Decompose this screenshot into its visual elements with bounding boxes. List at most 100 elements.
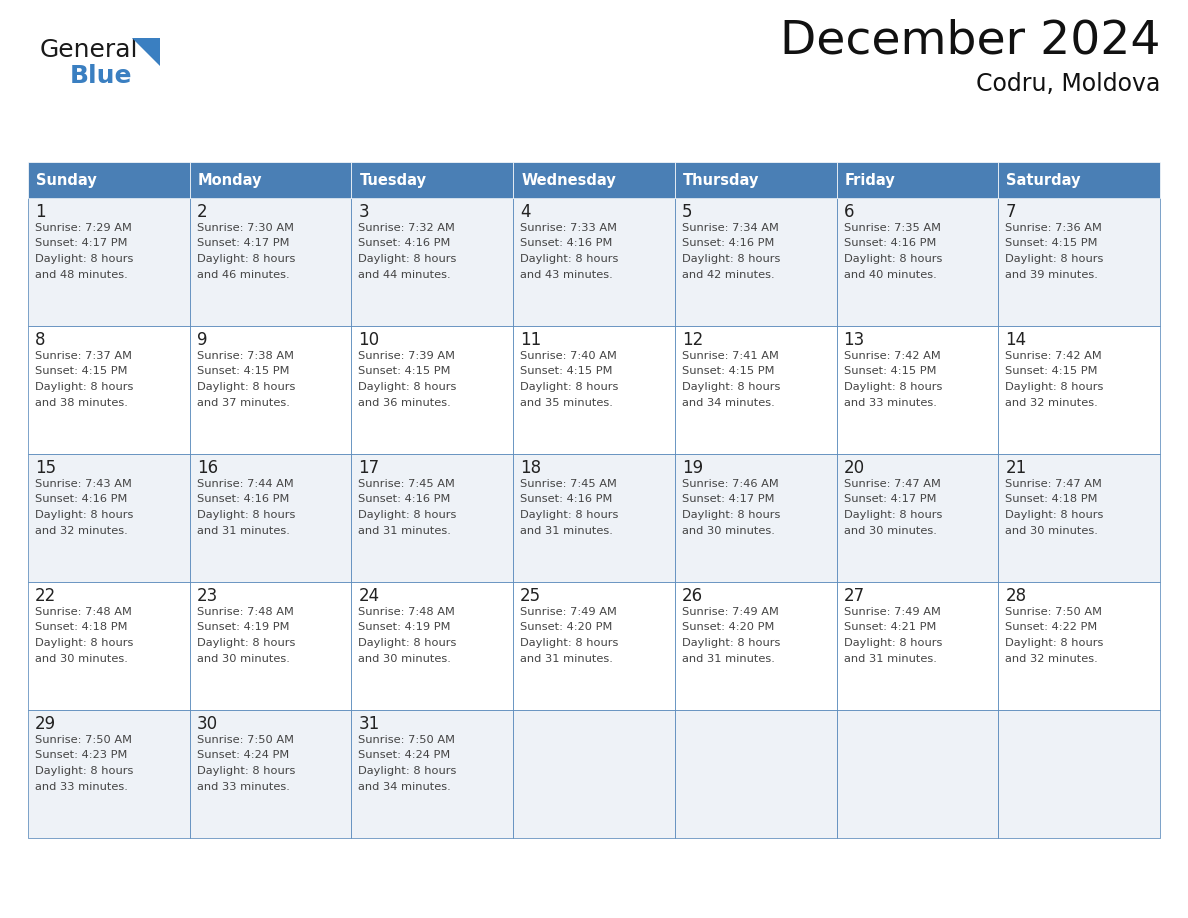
Text: Sunset: 4:22 PM: Sunset: 4:22 PM (1005, 622, 1098, 633)
Text: Sunrise: 7:30 AM: Sunrise: 7:30 AM (197, 223, 293, 233)
Text: and 34 minutes.: and 34 minutes. (682, 397, 775, 408)
Text: 24: 24 (359, 587, 379, 605)
Text: Sunset: 4:19 PM: Sunset: 4:19 PM (197, 622, 289, 633)
Text: and 31 minutes.: and 31 minutes. (843, 654, 936, 664)
Text: Sunrise: 7:50 AM: Sunrise: 7:50 AM (359, 735, 455, 745)
Text: Daylight: 8 hours: Daylight: 8 hours (682, 510, 781, 520)
Text: 14: 14 (1005, 331, 1026, 349)
Text: Daylight: 8 hours: Daylight: 8 hours (843, 254, 942, 264)
Text: 5: 5 (682, 203, 693, 221)
Text: Sunset: 4:15 PM: Sunset: 4:15 PM (682, 366, 775, 376)
Text: Sunrise: 7:48 AM: Sunrise: 7:48 AM (34, 607, 132, 617)
Text: and 36 minutes.: and 36 minutes. (359, 397, 451, 408)
Bar (29, 454, 190, 582)
Bar (998, 326, 1159, 454)
Text: and 30 minutes.: and 30 minutes. (682, 525, 775, 535)
Text: and 33 minutes.: and 33 minutes. (843, 397, 936, 408)
Bar (513, 326, 675, 454)
Text: Daylight: 8 hours: Daylight: 8 hours (359, 382, 457, 392)
Text: 22: 22 (34, 587, 56, 605)
Text: Daylight: 8 hours: Daylight: 8 hours (1005, 254, 1104, 264)
Text: and 32 minutes.: and 32 minutes. (1005, 654, 1098, 664)
Bar (190, 710, 352, 838)
Text: Sunrise: 7:49 AM: Sunrise: 7:49 AM (843, 607, 941, 617)
Text: Daylight: 8 hours: Daylight: 8 hours (843, 382, 942, 392)
Text: Sunset: 4:24 PM: Sunset: 4:24 PM (197, 751, 289, 760)
Bar (352, 454, 513, 582)
Text: Sunset: 4:16 PM: Sunset: 4:16 PM (359, 495, 450, 505)
Text: Sunrise: 7:50 AM: Sunrise: 7:50 AM (197, 735, 293, 745)
Text: Daylight: 8 hours: Daylight: 8 hours (520, 382, 619, 392)
Text: and 40 minutes.: and 40 minutes. (843, 270, 936, 279)
Bar (675, 454, 836, 582)
Text: Sunrise: 7:39 AM: Sunrise: 7:39 AM (359, 351, 455, 361)
Text: Sunset: 4:17 PM: Sunset: 4:17 PM (197, 239, 289, 249)
Text: Sunset: 4:19 PM: Sunset: 4:19 PM (359, 622, 451, 633)
Text: and 35 minutes.: and 35 minutes. (520, 397, 613, 408)
Bar (998, 162, 1159, 198)
Text: Sunset: 4:15 PM: Sunset: 4:15 PM (520, 366, 613, 376)
Bar (29, 198, 190, 326)
Text: Sunset: 4:17 PM: Sunset: 4:17 PM (843, 495, 936, 505)
Bar (29, 710, 190, 838)
Text: Daylight: 8 hours: Daylight: 8 hours (1005, 382, 1104, 392)
Text: Monday: Monday (197, 173, 263, 188)
Text: 31: 31 (359, 715, 380, 733)
Text: Sunset: 4:15 PM: Sunset: 4:15 PM (197, 366, 289, 376)
Text: Sunrise: 7:33 AM: Sunrise: 7:33 AM (520, 223, 617, 233)
Text: Sunset: 4:15 PM: Sunset: 4:15 PM (1005, 239, 1098, 249)
Bar (836, 198, 998, 326)
Text: Sunset: 4:16 PM: Sunset: 4:16 PM (359, 239, 450, 249)
Text: and 46 minutes.: and 46 minutes. (197, 270, 290, 279)
Bar (836, 326, 998, 454)
Text: 28: 28 (1005, 587, 1026, 605)
Text: Daylight: 8 hours: Daylight: 8 hours (843, 510, 942, 520)
Text: Sunrise: 7:48 AM: Sunrise: 7:48 AM (359, 607, 455, 617)
Text: Sunset: 4:21 PM: Sunset: 4:21 PM (843, 622, 936, 633)
Bar (998, 198, 1159, 326)
Text: 21: 21 (1005, 459, 1026, 477)
Text: and 42 minutes.: and 42 minutes. (682, 270, 775, 279)
Text: 20: 20 (843, 459, 865, 477)
Text: Sunset: 4:15 PM: Sunset: 4:15 PM (359, 366, 451, 376)
Text: Sunset: 4:23 PM: Sunset: 4:23 PM (34, 751, 127, 760)
Text: Sunrise: 7:42 AM: Sunrise: 7:42 AM (843, 351, 941, 361)
Text: Sunrise: 7:38 AM: Sunrise: 7:38 AM (197, 351, 293, 361)
Text: 12: 12 (682, 331, 703, 349)
Bar (836, 582, 998, 710)
Text: Sunrise: 7:49 AM: Sunrise: 7:49 AM (682, 607, 778, 617)
Text: and 48 minutes.: and 48 minutes. (34, 270, 128, 279)
Text: Sunset: 4:16 PM: Sunset: 4:16 PM (843, 239, 936, 249)
Bar (998, 582, 1159, 710)
Bar (836, 162, 998, 198)
Bar (190, 162, 352, 198)
Bar (513, 198, 675, 326)
Text: Daylight: 8 hours: Daylight: 8 hours (520, 510, 619, 520)
Text: Daylight: 8 hours: Daylight: 8 hours (843, 638, 942, 648)
Text: Sunset: 4:16 PM: Sunset: 4:16 PM (682, 239, 775, 249)
Text: and 37 minutes.: and 37 minutes. (197, 397, 290, 408)
Bar (513, 582, 675, 710)
Text: Sunset: 4:24 PM: Sunset: 4:24 PM (359, 751, 450, 760)
Text: Sunset: 4:18 PM: Sunset: 4:18 PM (34, 622, 127, 633)
Text: Sunset: 4:17 PM: Sunset: 4:17 PM (34, 239, 127, 249)
Text: Daylight: 8 hours: Daylight: 8 hours (520, 254, 619, 264)
Bar (352, 162, 513, 198)
Text: Saturday: Saturday (1006, 173, 1081, 188)
Text: 16: 16 (197, 459, 217, 477)
Text: Sunrise: 7:41 AM: Sunrise: 7:41 AM (682, 351, 778, 361)
Text: Sunrise: 7:47 AM: Sunrise: 7:47 AM (843, 479, 941, 489)
Bar (675, 162, 836, 198)
Text: Sunrise: 7:34 AM: Sunrise: 7:34 AM (682, 223, 778, 233)
Text: Daylight: 8 hours: Daylight: 8 hours (34, 766, 133, 776)
Text: Daylight: 8 hours: Daylight: 8 hours (34, 638, 133, 648)
Text: and 30 minutes.: and 30 minutes. (359, 654, 451, 664)
Bar (29, 582, 190, 710)
Text: Sunrise: 7:47 AM: Sunrise: 7:47 AM (1005, 479, 1102, 489)
Text: 10: 10 (359, 331, 379, 349)
Text: Sunrise: 7:43 AM: Sunrise: 7:43 AM (34, 479, 132, 489)
Text: and 38 minutes.: and 38 minutes. (34, 397, 128, 408)
Bar (190, 582, 352, 710)
Text: Tuesday: Tuesday (360, 173, 426, 188)
Text: 4: 4 (520, 203, 531, 221)
